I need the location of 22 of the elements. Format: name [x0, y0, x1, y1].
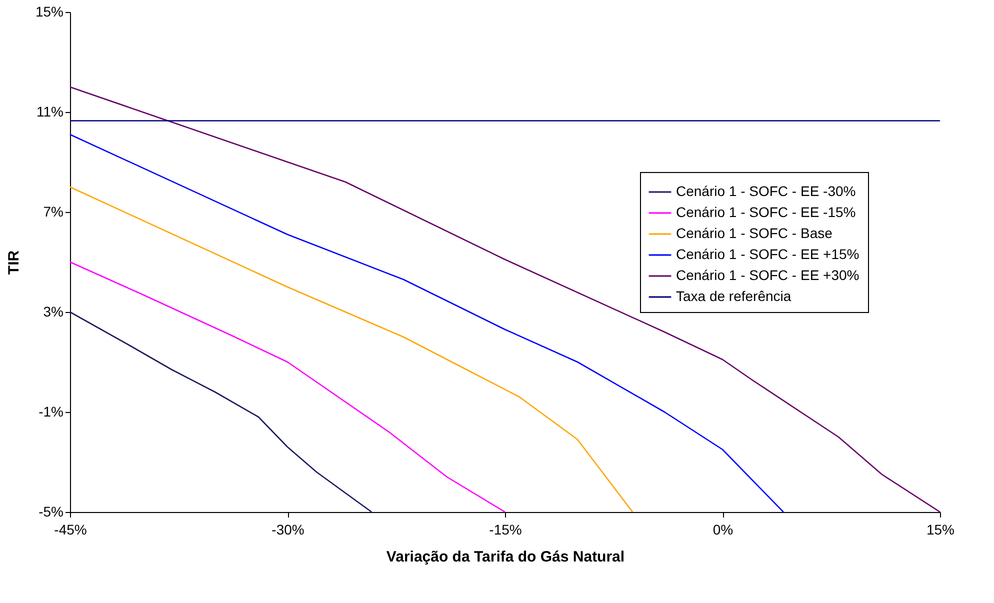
y-tick-label: 11% — [36, 104, 64, 120]
line-series — [69, 311, 372, 513]
x-tick-label: -30% — [272, 522, 304, 538]
legend-label: Cenário 1 - SOFC - EE -15% — [676, 204, 856, 220]
legend-label: Cenário 1 - SOFC - Base — [676, 225, 833, 241]
y-axis-title: TIR — [5, 250, 22, 275]
legend-label: Cenário 1 - SOFC - EE +15% — [676, 246, 860, 262]
line-series — [69, 186, 634, 513]
y-tick-label: -5% — [38, 504, 64, 520]
y-tick-label: 3% — [43, 304, 64, 320]
x-tick-label: -45% — [54, 522, 87, 538]
x-axis-title: Variação da Tarifa do Gás Natural — [386, 548, 625, 566]
y-tick-label: 7% — [43, 204, 64, 220]
y-tick-label: 15% — [35, 4, 64, 20]
legend-label: Taxa de referência — [676, 288, 792, 304]
y-tick-label: -1% — [38, 404, 64, 420]
x-tick-label: 15% — [926, 522, 955, 538]
line-series — [69, 261, 506, 513]
x-tick-label: -15% — [489, 522, 522, 538]
x-tick-label: 0% — [712, 522, 734, 538]
legend-label: Cenário 1 - SOFC - EE -30% — [676, 183, 856, 199]
legend-label: Cenário 1 - SOFC - EE +30% — [676, 267, 860, 283]
